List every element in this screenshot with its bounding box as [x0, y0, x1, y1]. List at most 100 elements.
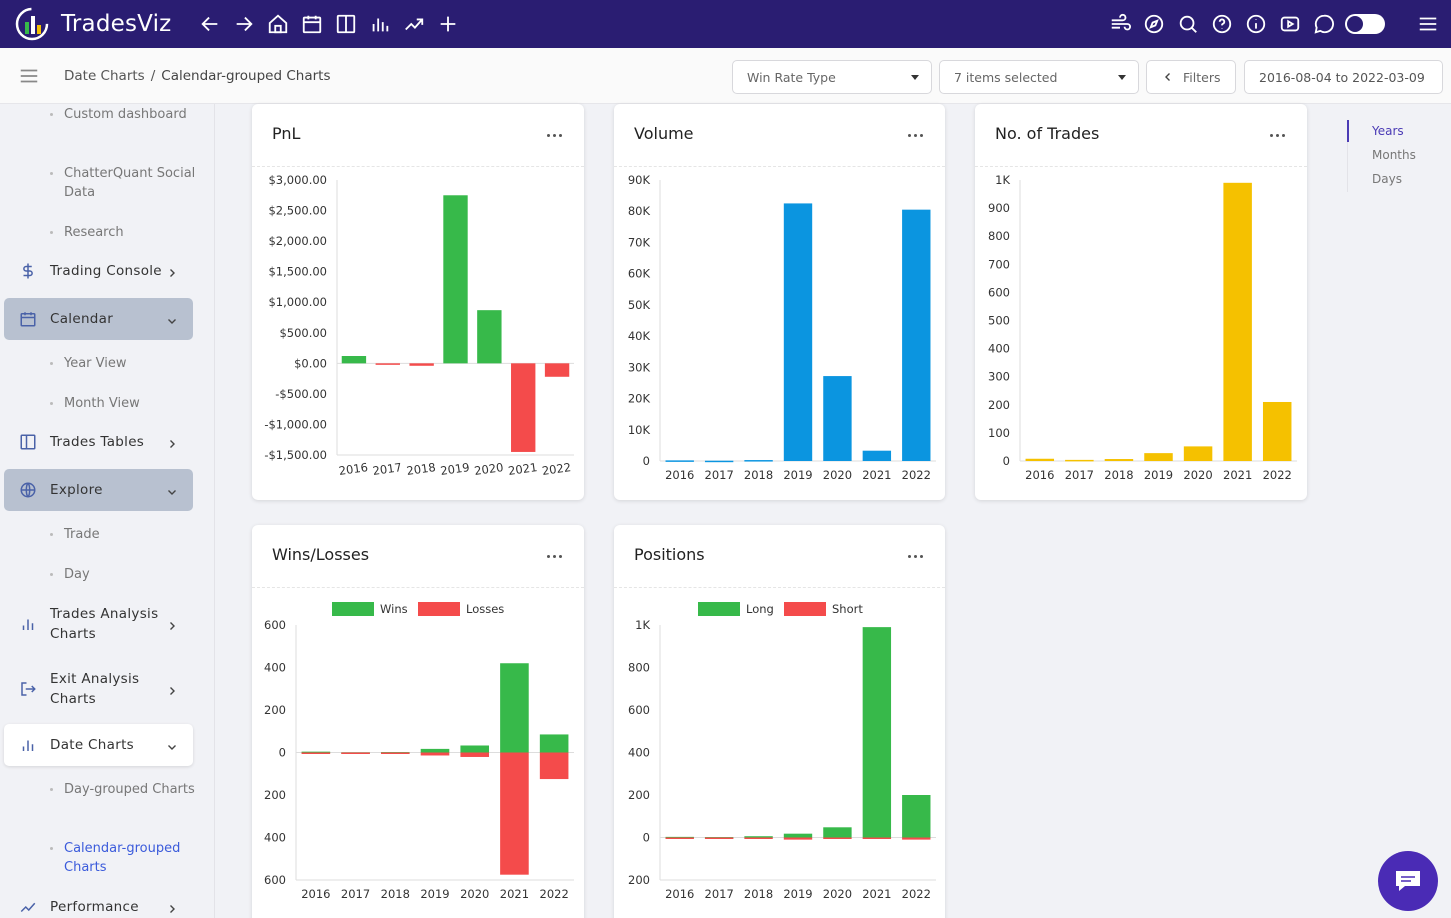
forward-arrow-icon[interactable]: [231, 11, 257, 37]
app-logo[interactable]: TradesViz: [14, 6, 171, 42]
legend-swatch-wins: [332, 602, 374, 616]
sidebar-item-trades-analysis-charts[interactable]: Trades Analysis Charts: [4, 603, 193, 645]
y-tick-label: 200: [988, 398, 1010, 412]
filters-button[interactable]: Filters: [1146, 60, 1236, 94]
y-tick-label: 400: [628, 746, 650, 760]
wind-icon[interactable]: [1107, 11, 1133, 37]
y-tick-label: 600: [264, 618, 286, 632]
search-icon[interactable]: [1175, 11, 1201, 37]
win-rate-type-select[interactable]: Win Rate Type: [732, 60, 932, 94]
y-tick-label: 700: [988, 257, 1010, 271]
sidebar-subitem-month-view[interactable]: Month View: [50, 394, 200, 413]
trend-up-icon[interactable]: [401, 11, 427, 37]
x-tick-label: 2020: [460, 887, 489, 901]
sidebar-item-label: Calendar: [50, 311, 114, 327]
sidebar-subitem-label: Day-grouped Charts: [64, 782, 195, 797]
bar: [1104, 459, 1134, 461]
y-tick-label: $1,500.00: [268, 265, 327, 279]
bar: [665, 460, 694, 462]
sidebar-subitem-research[interactable]: Research: [50, 223, 200, 242]
x-tick-label: 2017: [341, 887, 370, 901]
bar-losses: [420, 752, 450, 756]
bar-losses: [539, 752, 569, 780]
bullet-dot: [50, 533, 53, 536]
info-icon[interactable]: [1243, 11, 1269, 37]
breadcrumb-parent[interactable]: Date Charts: [64, 67, 145, 84]
bar: [1144, 453, 1173, 461]
bar-chart-icon[interactable]: [367, 11, 393, 37]
y-tick-label: 90K: [628, 173, 651, 187]
sidebar-subitem-trade[interactable]: Trade: [50, 525, 200, 544]
sidebar-subitem-custom-dashboard[interactable]: Custom dashboard: [50, 105, 200, 124]
y-tick-label: 70K: [628, 235, 651, 249]
x-tick-label: 2018: [744, 468, 773, 482]
bar-losses: [301, 752, 331, 754]
bar: [704, 460, 734, 463]
items-select[interactable]: 7 items selected: [939, 60, 1139, 94]
bar: [823, 376, 852, 461]
sidebar-subitem-calendar-grouped-charts[interactable]: Calendar-grouped Charts: [50, 839, 200, 877]
y-tick-label: 600: [988, 285, 1010, 299]
more-options-icon[interactable]: [908, 555, 923, 558]
bar: [409, 363, 434, 366]
sidebar-toggle-icon[interactable]: [18, 65, 40, 87]
sidebar-subitem-year-view[interactable]: Year View: [50, 354, 200, 373]
chevron-down-icon: [167, 485, 177, 495]
sidebar: Custom dashboard ChatterQuant Social Data…: [0, 104, 215, 918]
y-tick-label: $2,500.00: [268, 204, 327, 218]
bar: [477, 310, 502, 364]
x-tick-label: 2019: [783, 468, 812, 482]
bar: [544, 363, 570, 377]
x-tick-label: 2022: [902, 468, 931, 482]
more-options-icon[interactable]: [1270, 134, 1285, 137]
sidebar-item-date-charts[interactable]: Date Charts: [4, 724, 193, 766]
sidebar-item-calendar[interactable]: Calendar: [4, 298, 193, 340]
youtube-icon[interactable]: [1277, 11, 1303, 37]
x-tick-label: 2020: [473, 460, 504, 478]
date-range-picker[interactable]: 2016-08-04 to 2022-03-09: [1244, 60, 1443, 94]
chat-widget-button[interactable]: [1378, 851, 1438, 911]
period-tab-months[interactable]: Months: [1372, 148, 1416, 162]
x-tick-label: 2017: [705, 468, 734, 482]
y-tick-label: 200: [264, 788, 286, 802]
bar-long: [902, 795, 931, 838]
sidebar-subitem-chatterquant-social-data[interactable]: ChatterQuant Social Data: [50, 164, 200, 202]
more-options-icon[interactable]: [547, 555, 562, 558]
plus-icon[interactable]: [435, 11, 461, 37]
more-options-icon[interactable]: [908, 134, 923, 137]
legend-swatch-losses: [418, 602, 460, 616]
period-tab-days[interactable]: Days: [1372, 172, 1402, 186]
sidebar-item-exit-analysis-charts[interactable]: Exit Analysis Charts: [4, 668, 193, 710]
breadcrumb-current: Calendar-grouped Charts: [161, 67, 331, 84]
columns-icon[interactable]: [333, 11, 359, 37]
volume-chart: 90K 80K 70K 60K 50K 40K 30K 20K 10K 0 2016 2017 2018…: [628, 173, 936, 482]
menu-icon[interactable]: [1415, 11, 1441, 37]
x-tick-label: 2021: [500, 887, 529, 901]
more-options-icon[interactable]: [547, 134, 562, 137]
bar-losses: [380, 752, 410, 754]
y-tick-label: -$500.00: [275, 387, 327, 401]
sidebar-item-explore[interactable]: Explore: [4, 469, 193, 511]
calendar-icon: [18, 309, 38, 329]
sidebar-item-performance[interactable]: Performance: [4, 897, 193, 917]
legend-label-long: Long: [746, 602, 774, 616]
help-icon[interactable]: [1209, 11, 1235, 37]
sidebar-subitem-day-grouped-charts[interactable]: Day-grouped Charts: [50, 780, 200, 799]
card-title: Positions: [634, 545, 705, 564]
sidebar-subitem-label: Custom dashboard: [64, 107, 187, 122]
period-tab-years[interactable]: Years: [1347, 120, 1416, 144]
back-arrow-icon[interactable]: [197, 11, 223, 37]
legend-swatch-short: [784, 602, 826, 616]
chat-icon[interactable]: [1311, 11, 1337, 37]
sidebar-subitem-day[interactable]: Day: [50, 565, 200, 584]
theme-toggle[interactable]: [1345, 14, 1385, 34]
bullet-dot: [50, 788, 53, 791]
bar: [341, 356, 367, 364]
compass-icon[interactable]: [1141, 11, 1167, 37]
sidebar-item-trading-console[interactable]: Trading Console: [4, 261, 193, 281]
x-tick-label: 2022: [1263, 468, 1292, 482]
calendar-icon[interactable]: [299, 11, 325, 37]
y-tick-label: $0.00: [294, 356, 327, 370]
sidebar-item-trades-tables[interactable]: Trades Tables: [4, 432, 193, 452]
home-icon[interactable]: [265, 11, 291, 37]
